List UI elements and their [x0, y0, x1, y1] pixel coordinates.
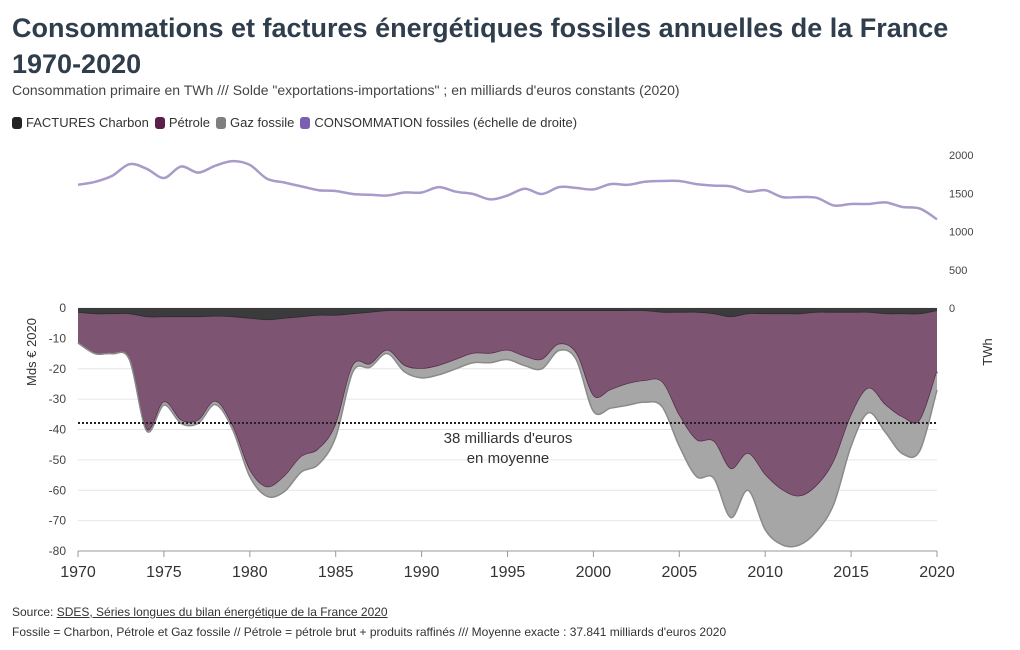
average-annotation: 38 milliards d'euros en moyenne	[78, 421, 937, 467]
chart-title: Consommations et factures énergétiques f…	[12, 13, 949, 79]
legend-label-charbon: FACTURES Charbon	[26, 115, 149, 130]
x-tick-label: 2015	[833, 564, 869, 581]
legend-item-conso[interactable]: CONSOMMATION fossiles (échelle de droite…	[300, 115, 577, 130]
average-label-line2: en moyenne	[467, 450, 550, 467]
legend-swatch-charbon	[12, 116, 22, 129]
area-charbon[interactable]	[78, 308, 937, 321]
legend-label-gaz: Gaz fossile	[230, 115, 295, 130]
y-tick-label-left: -10	[49, 331, 67, 345]
y-tick-label-right: 2000	[949, 150, 973, 162]
y-tick-label-left: 0	[59, 301, 66, 315]
y-axis-title-right: TWh	[980, 338, 995, 365]
y-tick-label-right: 1500	[949, 188, 973, 200]
area-petrole[interactable]	[78, 310, 937, 497]
x-tick-label: 1995	[490, 564, 526, 581]
legend-item-petrole[interactable]: Pétrole	[154, 115, 211, 130]
x-tick-label: 2010	[747, 564, 783, 581]
legend-item-gaz[interactable]: Gaz fossile	[216, 115, 294, 130]
source-link[interactable]: SDES, Séries longues du bilan énergétiqu…	[56, 605, 388, 619]
y-tick-label-right: 1000	[949, 227, 973, 239]
consumption-line-group	[77, 159, 938, 221]
area-gaz-edge	[77, 342, 938, 548]
x-tick-label: 2005	[662, 564, 698, 581]
x-tick-label: 1990	[404, 564, 440, 581]
chart-svg: 0 -10 -20 -30 -40 -50 -60 -70 -80 2000 1500 1000 500…	[24, 150, 995, 581]
y-tick-label-left: -40	[49, 423, 67, 437]
legend: FACTURES Charbon Pétrole Gaz fossile CON…	[12, 115, 583, 130]
area-gaz[interactable]	[78, 342, 937, 547]
x-tick-label: 1980	[232, 564, 268, 581]
stacked-areas	[77, 308, 938, 548]
y-tick-label-left: -80	[49, 544, 67, 558]
y-tick-label-left: -30	[49, 392, 67, 406]
source-line: Source: SDES, Séries longues du bilan én…	[12, 605, 388, 619]
x-tick-label: 2020	[919, 564, 955, 581]
chart-subtitle: Consommation primaire en TWh /// Solde "…	[12, 82, 680, 98]
legend-item-charbon[interactable]: FACTURES Charbon	[12, 115, 149, 130]
y-tick-label-right: 0	[949, 303, 955, 315]
y-tick-label-right: 500	[949, 265, 967, 277]
x-tick-label: 1970	[60, 564, 96, 581]
y-axis-title-left: Mds € 2020	[24, 318, 39, 386]
x-tick-label: 1985	[318, 564, 354, 581]
axes: 0 -10 -20 -30 -40 -50 -60 -70 -80 2000 1500 1000 500…	[24, 150, 995, 581]
legend-swatch-gaz	[216, 116, 227, 129]
legend-swatch-petrole	[154, 116, 165, 129]
y-tick-label-left: -50	[49, 453, 67, 467]
x-tick-label: 2000	[576, 564, 612, 581]
legend-label-petrole: Pétrole	[168, 115, 211, 130]
y-tick-label-left: -20	[49, 362, 67, 376]
legend-label-conso: CONSOMMATION fossiles (échelle de droite…	[314, 115, 578, 130]
legend-swatch-conso	[300, 116, 311, 129]
footer-note: Fossile = Charbon, Pétrole et Gaz fossil…	[12, 625, 727, 639]
consumption-line[interactable]	[77, 159, 938, 221]
average-label-line1: 38 milliards d'euros	[444, 430, 573, 447]
y-tick-label-left: -70	[49, 514, 67, 528]
y-tick-label-left: -60	[49, 483, 67, 497]
x-tick-label: 1975	[146, 564, 182, 581]
source-prefix: Source:	[12, 605, 57, 619]
